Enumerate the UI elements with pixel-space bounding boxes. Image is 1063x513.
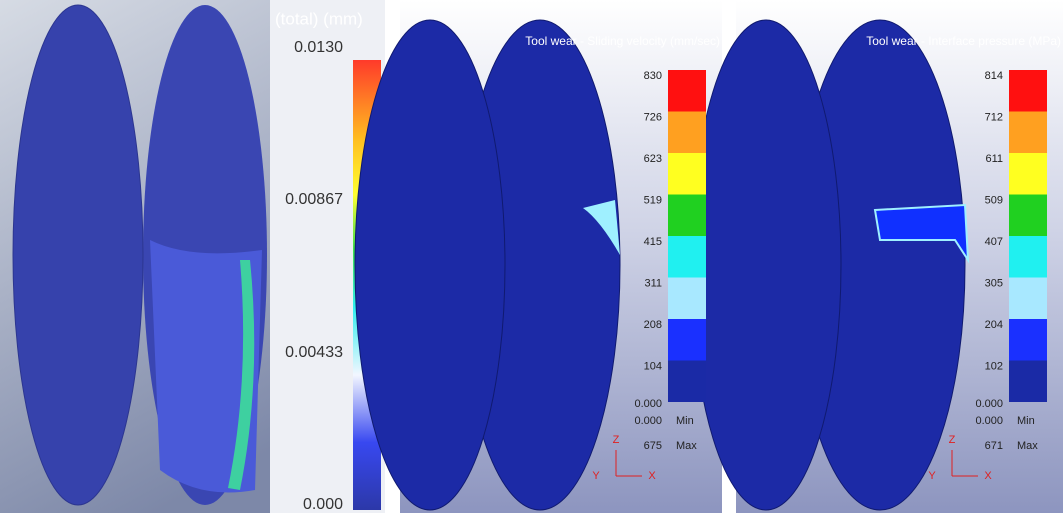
panel-velocity xyxy=(355,0,722,513)
legend-swatch xyxy=(668,112,706,154)
screenshot: (total) (mm) 0.0130 0.00867 0.00433 0.000 Too… xyxy=(0,0,1063,513)
legend-swatch xyxy=(1009,278,1047,320)
legend-label: 611 xyxy=(985,153,1003,165)
panel-pressure xyxy=(691,0,1063,513)
legend-swatch xyxy=(1009,153,1047,195)
legend-swatch xyxy=(668,195,706,237)
legend-label: 0.000 xyxy=(634,398,662,410)
legend-swatch xyxy=(668,236,706,278)
axis-label: X xyxy=(984,470,992,482)
legend-swatch xyxy=(668,319,706,361)
axis-label: Y xyxy=(592,470,600,482)
legend-label: 623 xyxy=(644,153,662,165)
legend-title: Tool wear - Interface pressure (MPa) xyxy=(866,34,1061,48)
legend-label: 0.00433 xyxy=(285,344,343,361)
legend-title: Tool wear - Sliding velocity (mm/sec) xyxy=(525,34,720,48)
legend-swatch xyxy=(668,278,706,320)
axis-label: X xyxy=(648,470,656,482)
legend-swatch xyxy=(1009,236,1047,278)
legend-label: 208 xyxy=(644,319,662,331)
min-label: Min xyxy=(676,415,694,427)
legend-label: 0.00867 xyxy=(285,191,343,208)
legend-label: 305 xyxy=(985,277,1003,289)
legend-label: 830 xyxy=(644,70,662,82)
min-value: 0.000 xyxy=(634,415,662,427)
wheel-front xyxy=(691,20,841,510)
legend-label: 509 xyxy=(985,194,1003,206)
min-label: Min xyxy=(1017,415,1035,427)
legend-label: 0.000 xyxy=(975,398,1003,410)
legend-label: 519 xyxy=(644,194,662,206)
legend-label: 407 xyxy=(985,236,1003,248)
legend-label: 415 xyxy=(644,236,662,248)
legend-swatch xyxy=(1009,361,1047,403)
max-label: Max xyxy=(676,440,697,452)
min-value: 0.000 xyxy=(975,415,1003,427)
legend-label: 814 xyxy=(985,70,1003,82)
axis-label: Y xyxy=(928,470,936,482)
legend-label: 102 xyxy=(985,360,1003,372)
legend-title: (total) (mm) xyxy=(275,9,363,28)
max-value: 675 xyxy=(644,440,662,452)
legend-label: 726 xyxy=(644,111,662,123)
axis-label: Z xyxy=(949,434,956,446)
max-label: Max xyxy=(1017,440,1038,452)
legend-swatch xyxy=(668,70,706,112)
page: (total) (mm) 0.0130 0.00867 0.00433 0.000 Too… xyxy=(0,0,1063,513)
legend-label: 104 xyxy=(644,360,662,372)
max-value: 671 xyxy=(985,440,1003,452)
legend-swatch xyxy=(668,153,706,195)
legend-swatch xyxy=(1009,70,1047,112)
legend-swatch xyxy=(668,361,706,403)
wheel-front xyxy=(355,20,505,510)
legend-label: 311 xyxy=(644,277,662,289)
legend-label: 712 xyxy=(985,111,1003,123)
wheel-front xyxy=(13,5,143,505)
legend-label: 0.0130 xyxy=(294,39,343,56)
legend-label: 204 xyxy=(985,319,1003,331)
legend-swatch xyxy=(1009,195,1047,237)
axis-label: Z xyxy=(613,434,620,446)
legend-swatch xyxy=(1009,112,1047,154)
legend-label: 0.000 xyxy=(303,496,343,513)
panel-total xyxy=(0,0,385,513)
legend-swatch xyxy=(1009,319,1047,361)
